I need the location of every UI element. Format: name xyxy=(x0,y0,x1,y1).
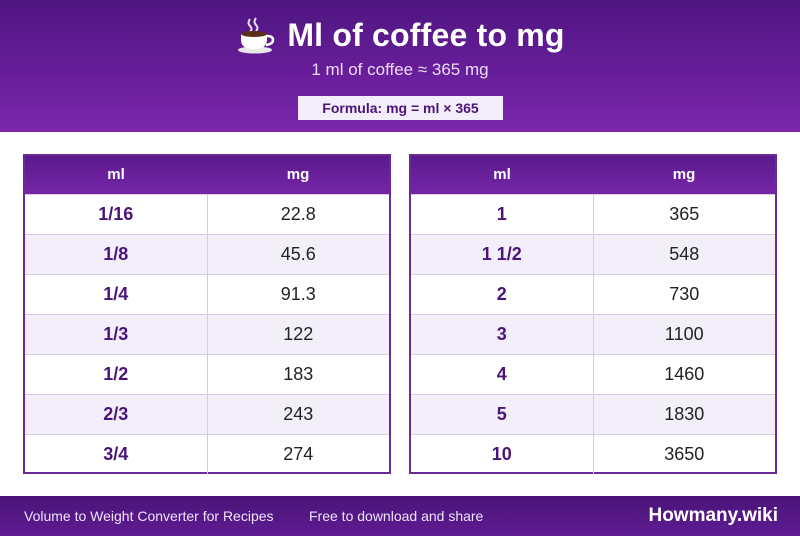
table-row: 1/4 91.3 xyxy=(25,274,389,314)
column-header-ml: ml xyxy=(493,166,511,183)
column-header-mg: mg xyxy=(672,166,696,183)
formula-badge: Formula: mg = ml × 365 xyxy=(298,96,503,120)
mg-cell: 3650 xyxy=(664,444,705,464)
mg-cell: 1830 xyxy=(664,404,705,424)
ml-cell: 4 xyxy=(411,355,594,394)
table-header: ml mg xyxy=(411,156,775,194)
column-header-ml: ml xyxy=(107,166,125,183)
mg-cell: 274 xyxy=(283,444,314,464)
mg-cell: 122 xyxy=(283,324,314,344)
mg-cell: 365 xyxy=(669,204,700,224)
table-row: 1/2 183 xyxy=(25,354,389,394)
ml-cell: 2 xyxy=(411,275,594,314)
table-row: 1 365 xyxy=(411,194,775,234)
mg-cell: 91.3 xyxy=(280,284,316,304)
ml-cell: 1/2 xyxy=(25,355,208,394)
mg-cell: 1460 xyxy=(664,364,705,384)
column-header-mg: mg xyxy=(286,166,310,183)
table-row: 1/8 45.6 xyxy=(25,234,389,274)
ml-cell: 10 xyxy=(411,435,594,474)
table-row: 1/16 22.8 xyxy=(25,194,389,234)
ml-cell: 5 xyxy=(411,395,594,434)
mg-cell: 183 xyxy=(283,364,314,384)
table-header: ml mg xyxy=(25,156,389,194)
subtitle: 1 ml of coffee ≈ 365 mg xyxy=(311,60,489,79)
ml-cell: 1/3 xyxy=(25,315,208,354)
header: Ml of coffee to mg 1 ml of coffee ≈ 365 … xyxy=(0,0,800,132)
title-row: Ml of coffee to mg xyxy=(0,14,800,56)
ml-cell: 2/3 xyxy=(25,395,208,434)
footer: Volume to Weight Converter for Recipes F… xyxy=(0,496,800,536)
conversion-table-left: ml mg 1/16 22.8 1/8 45.6 1/4 91.3 1/3 122 1/… xyxy=(23,154,391,474)
brand-link[interactable]: Howmany.wiki xyxy=(648,505,778,526)
ml-cell: 3 xyxy=(411,315,594,354)
coffee-cup-icon xyxy=(235,15,275,55)
table-row: 4 1460 xyxy=(411,354,775,394)
mg-cell: 548 xyxy=(669,244,700,264)
ml-cell: 1 xyxy=(411,195,594,234)
table-row: 2 730 xyxy=(411,274,775,314)
table-row: 1 1/2 548 xyxy=(411,234,775,274)
footer-site-description: Volume to Weight Converter for Recipes xyxy=(24,508,274,524)
table-row: 3/4 274 xyxy=(25,434,389,474)
footer-share-note: Free to download and share xyxy=(309,508,484,524)
table-row: 10 3650 xyxy=(411,434,775,474)
mg-cell: 45.6 xyxy=(280,244,316,264)
mg-cell: 243 xyxy=(283,404,314,424)
table-row: 2/3 243 xyxy=(25,394,389,434)
conversion-table-right: ml mg 1 365 1 1/2 548 2 730 3 1100 4 1460 5 18… xyxy=(409,154,777,474)
ml-cell: 1/16 xyxy=(25,195,208,234)
mg-cell: 730 xyxy=(669,284,700,304)
table-row: 1/3 122 xyxy=(25,314,389,354)
page-title: Ml of coffee to mg xyxy=(287,16,565,53)
mg-cell: 1100 xyxy=(664,324,704,344)
table-row: 5 1830 xyxy=(411,394,775,434)
ml-cell: 1/4 xyxy=(25,275,208,314)
ml-cell: 3/4 xyxy=(25,435,208,474)
table-row: 3 1100 xyxy=(411,314,775,354)
ml-cell: 1 1/2 xyxy=(411,235,594,274)
ml-cell: 1/8 xyxy=(25,235,208,274)
mg-cell: 22.8 xyxy=(280,204,316,224)
